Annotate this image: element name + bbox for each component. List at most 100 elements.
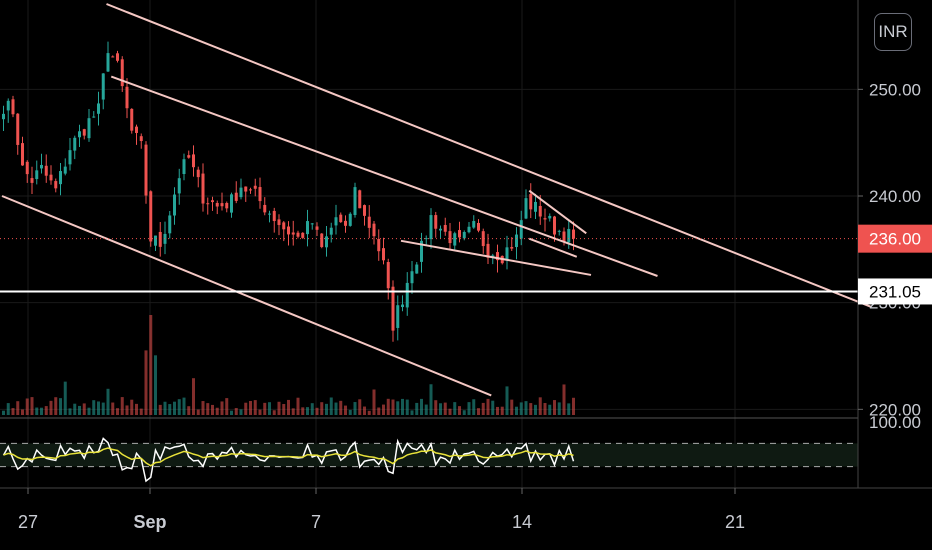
volume-bar — [196, 409, 200, 415]
volume-bar — [30, 397, 34, 415]
volume-bar — [258, 409, 262, 415]
volume-bar — [35, 407, 39, 415]
volume-bar — [477, 408, 480, 415]
volume-bar — [510, 399, 514, 415]
x-tick-label: 21 — [725, 512, 745, 532]
volume-bar — [396, 401, 400, 415]
volume-bar — [519, 402, 523, 415]
volume-bar — [553, 400, 556, 415]
volume-bar — [391, 399, 395, 415]
volume-bar — [149, 315, 153, 415]
candle-body — [63, 166, 67, 174]
x-tick-label: 7 — [311, 512, 321, 532]
candle-body — [25, 161, 29, 175]
candle-body — [125, 86, 129, 109]
trendline-upper-channel — [106, 3, 872, 308]
volume-bar — [44, 406, 48, 415]
volume-bar — [401, 398, 404, 415]
volume-bar — [296, 397, 300, 415]
current-price-tag — [858, 224, 932, 253]
volume-bar — [515, 406, 518, 415]
candle-body — [87, 118, 91, 139]
volume-bar — [415, 402, 419, 415]
volume-bar — [97, 401, 100, 415]
candle-body — [40, 164, 43, 169]
candle-body — [567, 228, 571, 243]
volume-bar — [462, 410, 466, 415]
candle-body — [453, 233, 457, 246]
support-price-tag — [858, 278, 932, 305]
candle-body — [268, 213, 271, 215]
candle-body — [562, 231, 566, 242]
volume-bar — [49, 400, 53, 415]
volume-bar — [173, 401, 176, 415]
rsi-tick-label: 100.00 — [869, 413, 921, 432]
candle-body — [97, 103, 100, 114]
candle-body — [510, 247, 514, 249]
x-tick-label: 14 — [512, 512, 532, 532]
candle-body — [434, 215, 438, 229]
axes: 250.00240.00230.00220.00100.00236.00231.… — [0, 0, 932, 532]
support-price-label: 231.05 — [869, 282, 921, 301]
candle-body — [206, 203, 210, 205]
volume-bar — [439, 403, 442, 415]
candle-body — [486, 243, 490, 258]
candle-body — [196, 169, 200, 178]
candle-body — [239, 187, 243, 198]
volume-bar — [434, 400, 438, 415]
candle-body — [405, 282, 409, 308]
volume-bar — [562, 384, 566, 415]
candle-body — [467, 226, 471, 233]
volume-bar — [111, 402, 115, 415]
volume-bar — [320, 402, 324, 415]
volume-bar — [481, 402, 485, 415]
candle-body — [529, 194, 533, 210]
candle-body — [515, 234, 518, 248]
volume-bar — [40, 407, 43, 415]
candle-body — [68, 150, 72, 165]
candle-body — [505, 247, 509, 261]
candle-body — [21, 143, 24, 166]
volume-bar — [301, 407, 305, 415]
candle-body — [448, 231, 452, 244]
volume-bar — [144, 350, 148, 415]
volume-bar — [116, 408, 119, 415]
volume-bar — [2, 410, 5, 415]
volume-bar — [244, 402, 248, 415]
currency-badge[interactable]: INR — [874, 13, 912, 51]
candle-body — [372, 223, 376, 237]
candle-body — [130, 108, 134, 131]
trendlines — [0, 3, 872, 397]
y-tick-label: 240.00 — [869, 187, 921, 206]
y-tick-label: 250.00 — [869, 80, 921, 99]
candle-body — [291, 232, 295, 235]
candle-body — [472, 221, 476, 228]
volume-bar — [500, 406, 504, 415]
candle-body — [420, 240, 423, 262]
candle-body — [548, 215, 552, 219]
volume-bar — [139, 408, 143, 415]
volume-bar — [287, 399, 290, 415]
volume-bar — [557, 402, 561, 415]
volume-bar — [329, 397, 333, 415]
volume-bar — [234, 408, 238, 415]
volume-bar — [158, 404, 162, 415]
volume-bar — [429, 384, 433, 415]
candle-body — [496, 252, 499, 261]
candle-body — [439, 228, 442, 231]
volume-bar — [59, 398, 62, 415]
candle-body — [334, 217, 338, 226]
volume-bar — [291, 408, 295, 415]
candle-body — [92, 116, 96, 118]
candle-body — [49, 174, 53, 181]
candle-body — [524, 198, 528, 219]
rsi-panel — [0, 417, 858, 483]
candle-body — [30, 178, 34, 183]
candle-body — [391, 286, 395, 331]
candle-body — [187, 155, 191, 158]
candle-body — [329, 227, 333, 235]
volume-bar — [130, 399, 134, 415]
candle-body — [6, 100, 10, 111]
volume-bar — [548, 404, 552, 415]
